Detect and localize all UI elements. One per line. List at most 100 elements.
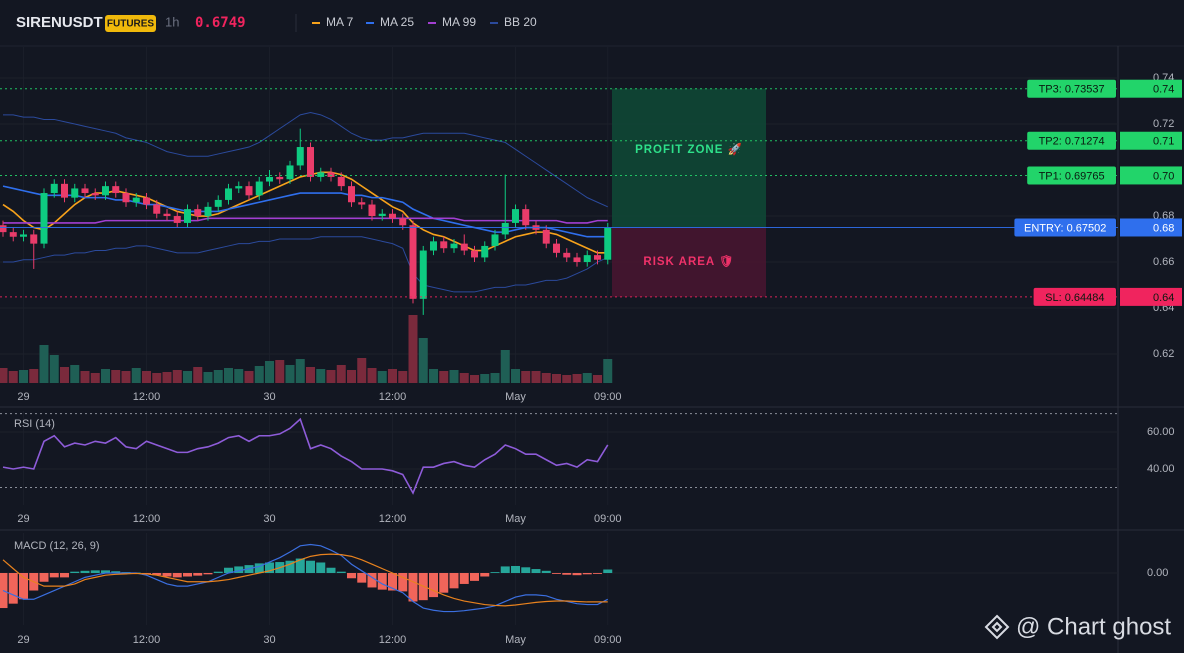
candle-body	[286, 165, 294, 180]
volume-bar	[162, 372, 172, 383]
candle-body	[594, 255, 601, 260]
macd-histogram-bar	[388, 572, 397, 591]
x-tick-label: May	[505, 634, 526, 646]
candle-body	[563, 252, 571, 258]
x-tick-label: 12:00	[379, 513, 407, 525]
candle-body	[81, 188, 89, 194]
macd-histogram-bar	[90, 570, 100, 573]
macd-histogram-bar	[326, 567, 336, 573]
candle-body	[440, 241, 448, 249]
x-tick-label: 29	[17, 391, 29, 403]
candle-body	[0, 225, 7, 233]
candle-body	[276, 176, 284, 180]
volume-bar	[367, 368, 377, 383]
macd-histogram-bar	[470, 572, 479, 581]
candle-body	[225, 188, 232, 200]
volume-bar	[521, 371, 531, 383]
candle-body	[214, 199, 222, 207]
zone	[612, 227, 766, 297]
candle-body	[542, 229, 550, 244]
volume-bar	[357, 358, 367, 383]
volume-bar	[326, 370, 336, 383]
candle-body	[512, 209, 519, 223]
macd-histogram-bar	[582, 572, 592, 575]
volume-bar	[224, 368, 233, 383]
rsi-line	[2, 417, 609, 495]
candle-body	[450, 243, 458, 249]
candle-body	[40, 193, 48, 244]
candle-body	[317, 172, 325, 177]
level-label-bg	[1033, 287, 1116, 306]
candle-body	[245, 186, 253, 196]
candle-body	[573, 257, 581, 263]
interval: 1h	[165, 14, 179, 29]
candle-body	[122, 193, 130, 203]
candle-body	[604, 227, 612, 260]
x-tick-label: 12:00	[379, 634, 407, 646]
volume-bar	[572, 374, 582, 383]
candle-body	[71, 188, 79, 198]
macd-histogram-bar	[336, 571, 346, 573]
legend-label: MA 7	[326, 15, 354, 29]
macd-histogram-bar	[295, 558, 305, 573]
volume-bar	[203, 372, 213, 383]
indicator-line	[3, 236, 608, 293]
candle-body	[409, 225, 417, 299]
candle-body	[419, 250, 427, 299]
macd-histogram-bar	[49, 572, 59, 578]
volume-bar	[60, 367, 69, 383]
x-tick-label: 09:00	[594, 513, 622, 525]
candle-body	[471, 250, 478, 258]
x-tick-label: 09:00	[594, 634, 622, 646]
x-tick-label: 29	[17, 634, 29, 646]
price-label-bg	[1120, 131, 1182, 150]
macd-histogram-bar	[552, 572, 561, 574]
volume-bar	[111, 370, 121, 383]
macd-histogram-bar	[347, 572, 356, 579]
macd-histogram-bar	[593, 572, 602, 574]
candle-body	[9, 232, 17, 237]
pane-title: RSI (14)	[14, 418, 55, 430]
volume-bar	[511, 369, 520, 383]
price-label-bg	[1120, 287, 1182, 306]
volume-bar	[0, 368, 8, 383]
volume-bar	[29, 369, 39, 383]
volume-bar	[388, 369, 397, 383]
x-tick-label: 30	[263, 513, 275, 525]
y-tick-label: 40.00	[1147, 463, 1175, 475]
volume-bar	[449, 370, 459, 383]
volume-bar	[265, 361, 274, 383]
candle-body	[184, 209, 191, 223]
macd-histogram-bar	[511, 565, 520, 573]
volume-bar	[234, 369, 244, 383]
price-label: 0.71	[1153, 136, 1174, 148]
macd-histogram-bar	[39, 572, 49, 582]
macd-histogram-bar	[265, 562, 274, 573]
volume-bar	[470, 375, 479, 383]
candle-body	[30, 234, 38, 244]
watermark: @ Chart ghost	[984, 613, 1171, 640]
legend-label: BB 20	[504, 15, 537, 29]
candle-body	[112, 186, 120, 194]
volume-bar	[531, 371, 541, 383]
macd-histogram-bar	[162, 572, 172, 577]
macd-histogram-bar	[80, 570, 90, 573]
candle-body	[481, 245, 489, 258]
macd-histogram-bar	[531, 569, 541, 573]
macd-histogram-bar	[541, 570, 551, 573]
volume-bar	[19, 370, 28, 383]
level-label-bg	[1014, 218, 1116, 237]
macd-histogram-bar	[398, 572, 408, 592]
macd-histogram-bar	[254, 563, 264, 573]
candle-body	[266, 176, 273, 182]
volume-bar	[295, 359, 305, 383]
volume-bar	[39, 345, 49, 383]
candle-body	[460, 243, 468, 251]
watermark-text: @ Chart ghost	[1016, 613, 1171, 640]
candle-body	[389, 213, 396, 219]
y-tick-label: 0.66	[1153, 256, 1174, 268]
price-label-bg	[1120, 166, 1182, 185]
price-label: 0.74	[1153, 84, 1174, 96]
volume-bar	[80, 371, 90, 383]
